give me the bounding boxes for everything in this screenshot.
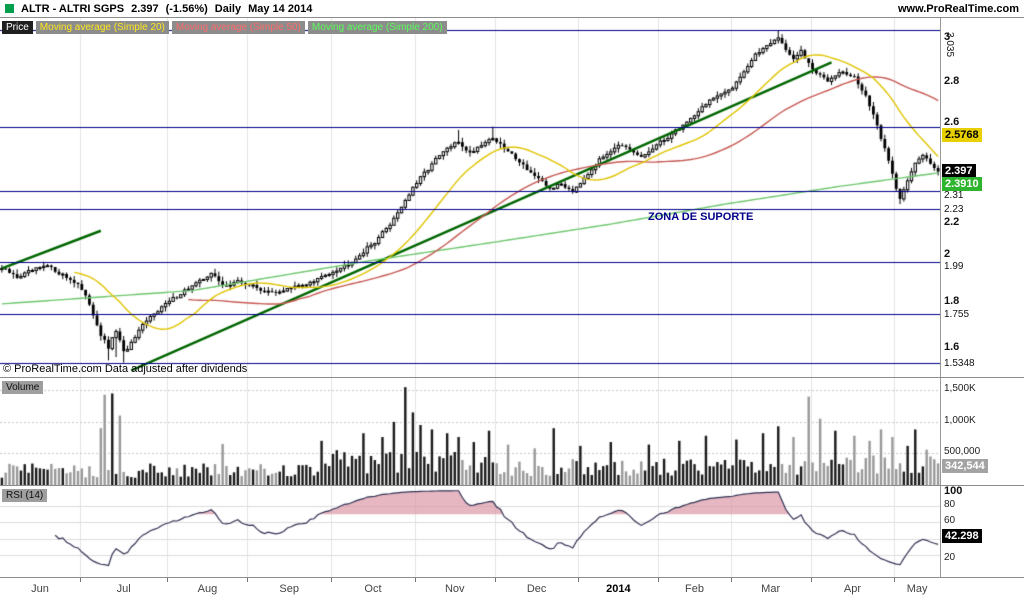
last-price-text: 2.397 <box>131 2 159 15</box>
price-tick-label: 1.8 <box>944 294 960 307</box>
month-tick <box>415 578 416 582</box>
ma50-legend-chip[interactable]: Moving average (Simple 50) <box>171 21 305 34</box>
price-change-text: (-1.56%) <box>165 2 208 15</box>
price-panel: Price Moving average (Simple 20) Moving … <box>0 18 1024 377</box>
panel-separator <box>0 577 1024 578</box>
month-tick <box>578 578 579 582</box>
rsi-label[interactable]: RSI (14) <box>2 489 48 502</box>
month-label: Feb <box>685 583 705 595</box>
volume-legend: Volume <box>2 381 44 394</box>
month-label: Mar <box>761 583 781 595</box>
month-label: Jul <box>116 583 131 595</box>
price-tick-label: 2 <box>944 247 951 260</box>
price-level-label: 3.035 <box>944 32 955 58</box>
broker-logo-icon <box>5 4 14 13</box>
rsi-panel: RSI (14) 42.298 100 80 60 20 <box>0 486 1024 577</box>
copyright-note: © ProRealTime.com Data adjusted after di… <box>3 363 248 375</box>
rsi-tick-label: 60 <box>944 515 956 527</box>
chart-date-text: May 14 2014 <box>248 2 313 15</box>
volume-panel: Volume 342,544 1,500K 1,000K 500,000 <box>0 378 1024 485</box>
price-tick-label: 2.6 <box>944 115 960 128</box>
volume-tick-label: 1,000K <box>944 414 976 426</box>
month-tick <box>658 578 659 582</box>
month-label: Oct <box>364 583 382 595</box>
timeframe-text: Daily <box>214 2 242 15</box>
rsi-chart-canvas[interactable] <box>0 486 940 577</box>
month-tick <box>894 578 895 582</box>
month-tick <box>80 578 81 582</box>
month-tick <box>247 578 248 582</box>
panel-separator <box>0 377 1024 378</box>
month-label: 2014 <box>606 583 631 595</box>
price-tick-label: 2.8 <box>944 75 960 88</box>
price-level-label: 1.755 <box>944 308 970 320</box>
volume-axis[interactable]: 342,544 1,500K 1,000K 500,000 <box>940 378 1024 485</box>
month-tick <box>811 578 812 582</box>
instrument-name: ALTR - ALTRI SGPS <box>21 2 125 15</box>
ma20-legend-chip[interactable]: Moving average (Simple 20) <box>35 21 169 34</box>
month-tick <box>731 578 732 582</box>
volume-value-badge: 342,544 <box>942 459 988 474</box>
rsi-axis[interactable]: 42.298 100 80 60 20 <box>940 486 1024 577</box>
volume-chart-canvas[interactable] <box>0 378 940 485</box>
rsi-tick-label: 80 <box>944 499 956 511</box>
month-label: Nov <box>444 583 465 595</box>
price-tick-label: 2.2 <box>944 216 960 229</box>
month-label: Jun <box>31 583 49 595</box>
price-level-label: 1.99 <box>944 260 964 272</box>
price-legend-chip[interactable]: Price <box>2 21 33 34</box>
panel-separator <box>0 485 1024 486</box>
price-axis[interactable]: 2.5768 2.397 2.3910 3 2.8 2.6 2.2 2 1.8 1.6 3.0… <box>940 18 1024 377</box>
month-label: Aug <box>197 583 218 595</box>
month-tick <box>495 578 496 582</box>
rsi-tick-label: 20 <box>944 551 956 563</box>
title-bar: ALTR - ALTRI SGPS 2.397 (-1.56%) Daily M… <box>0 0 1024 18</box>
rsi-legend: RSI (14) <box>2 489 48 502</box>
price-level-label: 1.5348 <box>944 357 975 369</box>
price-tick-label: 3 <box>944 30 951 43</box>
month-tick <box>331 578 332 582</box>
rsi-value-badge: 42.298 <box>942 528 982 543</box>
volume-tick-label: 1,500K <box>944 383 976 395</box>
support-zone-label: ZONA DE SUPORTE <box>648 211 754 223</box>
ma200-value-badge: 2.3910 <box>942 176 982 191</box>
month-label: May <box>906 583 928 595</box>
month-label: Dec <box>526 583 547 595</box>
month-label: Sep <box>279 583 300 595</box>
month-label: Apr <box>843 583 862 595</box>
ma200-legend-chip[interactable]: Moving average (Simple 200) <box>307 21 447 34</box>
price-tick-label: 1.6 <box>944 341 960 354</box>
indicator-legend: Price Moving average (Simple 20) Moving … <box>2 21 447 34</box>
month-tick <box>167 578 168 582</box>
volume-label[interactable]: Volume <box>2 381 44 394</box>
site-watermark: www.ProRealTime.com <box>897 2 1019 15</box>
price-level-label: 2.31 <box>944 189 964 201</box>
price-level-label: 2.23 <box>944 203 964 215</box>
volume-tick-label: 500,000 <box>944 446 981 458</box>
last-price-badge: 2.397 <box>942 163 976 178</box>
rsi-tick-label: 100 <box>944 485 963 497</box>
price-chart-canvas[interactable] <box>0 18 940 377</box>
ma20-value-badge: 2.5768 <box>942 127 982 142</box>
time-axis[interactable]: Jun Jul Aug Sep Oct Nov Dec 2014 Feb Mar Apr May <box>0 578 1024 600</box>
